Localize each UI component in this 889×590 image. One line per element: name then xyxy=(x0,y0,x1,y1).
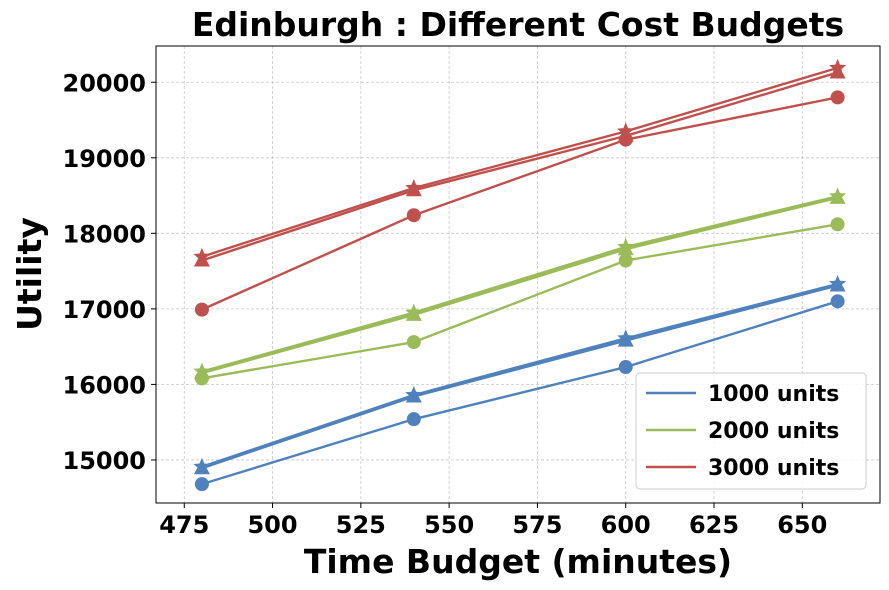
data-point xyxy=(193,362,211,379)
chart-title: Edinburgh : Different Cost Budgets xyxy=(192,5,844,44)
data-point xyxy=(617,329,635,346)
x-axis-ticks: 475 500 525 550 575 600 625 650 xyxy=(159,503,827,539)
data-point xyxy=(405,303,423,320)
data-point xyxy=(405,385,423,403)
series-line xyxy=(201,282,838,468)
data-point xyxy=(194,477,209,492)
legend: 1000 units 2000 units 3000 units xyxy=(635,372,867,490)
data-point xyxy=(193,247,211,265)
y-axis-ticks: 15000 16000 17000 18000 19000 20000 xyxy=(63,69,156,475)
x-tick-label: 650 xyxy=(777,511,827,539)
series-1000-units-circle xyxy=(194,294,845,492)
series-2000-units-star xyxy=(193,187,847,379)
series-line xyxy=(201,284,838,470)
data-point xyxy=(618,253,633,268)
y-tick-label: 16000 xyxy=(63,371,147,399)
data-point xyxy=(830,217,845,232)
x-axis-label: Time Budget (minutes) xyxy=(304,542,732,581)
y-tick-label: 15000 xyxy=(63,447,147,475)
data-point xyxy=(617,237,635,255)
y-tick-label: 18000 xyxy=(63,220,147,248)
data-point xyxy=(829,58,847,76)
x-tick-label: 550 xyxy=(424,511,474,539)
data-point xyxy=(194,302,209,317)
series-line xyxy=(201,96,838,311)
x-tick-label: 625 xyxy=(689,511,739,539)
series-2000-units-circle xyxy=(194,217,845,386)
data-point xyxy=(617,122,635,139)
series-line xyxy=(201,71,838,262)
series-line xyxy=(201,196,838,375)
y-axis-label: Utility xyxy=(10,217,49,331)
series-line xyxy=(201,300,838,486)
series-line xyxy=(201,223,838,380)
data-point xyxy=(405,179,423,196)
legend-box xyxy=(635,372,867,490)
data-point xyxy=(830,294,845,309)
legend-label: 2000 units xyxy=(708,419,839,444)
y-tick-label: 17000 xyxy=(63,296,147,324)
series-layer xyxy=(193,58,847,492)
data-point xyxy=(618,360,633,375)
data-point xyxy=(406,208,421,223)
series-line xyxy=(201,195,838,373)
x-tick-label: 525 xyxy=(336,511,386,539)
series-1000-units-star xyxy=(193,274,847,475)
y-tick-label: 20000 xyxy=(63,69,147,97)
x-tick-label: 475 xyxy=(159,511,209,539)
x-tick-label: 575 xyxy=(512,511,562,539)
x-tick-label: 500 xyxy=(247,511,297,539)
x-tick-label: 600 xyxy=(601,511,651,539)
series-line xyxy=(201,66,838,258)
data-point xyxy=(406,412,421,427)
y-tick-label: 19000 xyxy=(63,145,147,173)
data-point xyxy=(829,274,847,292)
data-point xyxy=(193,457,211,475)
legend-label: 3000 units xyxy=(708,456,839,481)
plot-frame xyxy=(155,45,881,504)
series-3000-units-star xyxy=(193,58,847,265)
data-point xyxy=(406,335,421,350)
data-point xyxy=(830,90,845,105)
data-point xyxy=(829,187,847,204)
legend-label: 1000 units xyxy=(708,382,839,407)
